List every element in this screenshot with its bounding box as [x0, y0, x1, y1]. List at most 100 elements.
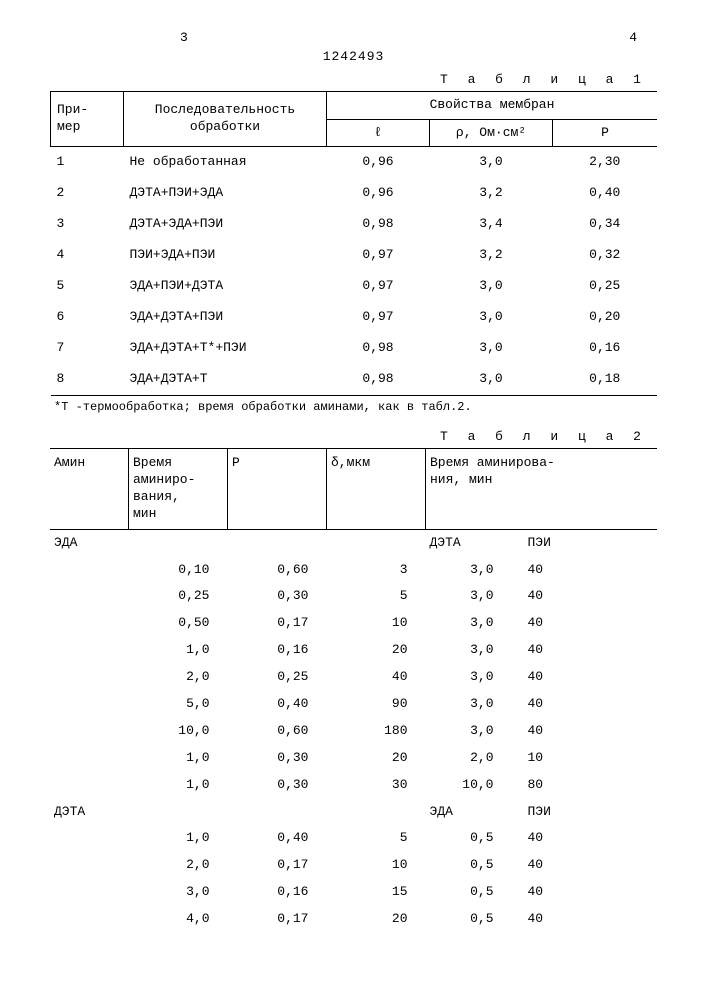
t2-p: 0,30	[228, 583, 327, 610]
t1-p: 2,30	[553, 147, 658, 178]
t2-t: 0,50	[129, 610, 228, 637]
t2-d: 180	[327, 718, 426, 745]
table1-footnote: *Т -термообработка; время обработки амин…	[54, 400, 657, 416]
t2-h-col2: Время аминиро- вания, мин	[129, 449, 228, 530]
t2-t: 3,0	[129, 879, 228, 906]
t2-amine: ДЭТА	[50, 799, 129, 826]
t2-b: 40	[524, 879, 658, 906]
t2-t: 1,0	[129, 825, 228, 852]
t2-t: 4,0	[129, 906, 228, 933]
table-row: 1,00,4050,540	[50, 825, 657, 852]
t2-p: 0,40	[228, 825, 327, 852]
t2-b: 40	[524, 637, 658, 664]
t1-l: 0,97	[327, 240, 430, 271]
t2-h-col4: δ,мкм	[327, 449, 426, 530]
table-row: 4,00,17200,540	[50, 906, 657, 933]
t1-rho: 3,0	[430, 364, 553, 395]
t2-p: 0,30	[228, 772, 327, 799]
t1-seq: ЭДА+ДЭТА+ПЭИ	[124, 302, 327, 333]
t2-a: 3,0	[426, 664, 524, 691]
t2-d: 40	[327, 664, 426, 691]
table-row: 0,100,6033,040	[50, 557, 657, 584]
t2-b: 40	[524, 664, 658, 691]
t1-rho: 3,4	[430, 209, 553, 240]
table-row: 8ЭДА+ДЭТА+Т0,983,00,18	[51, 364, 658, 395]
t1-seq: Не обработанная	[124, 147, 327, 178]
t2-d: 10	[327, 610, 426, 637]
table-row: 5ЭДА+ПЭИ+ДЭТА0,973,00,25	[51, 271, 658, 302]
table-row: 7ЭДА+ДЭТА+Т*+ПЭИ0,983,00,16	[51, 333, 658, 364]
t1-n: 6	[51, 302, 124, 333]
table-row: 0,500,17103,040	[50, 610, 657, 637]
t1-rho: 3,2	[430, 240, 553, 271]
t2-a: 0,5	[426, 852, 524, 879]
t2-p: 0,16	[228, 637, 327, 664]
t2-b: 40	[524, 610, 658, 637]
t1-rho: 3,0	[430, 147, 553, 178]
t1-l: 0,96	[327, 178, 430, 209]
t2-sub-a: ЭДА	[426, 799, 524, 826]
t1-seq: ЭДА+ДЭТА+Т	[124, 364, 327, 395]
t2-p: 0,30	[228, 745, 327, 772]
t2-p: 0,17	[228, 852, 327, 879]
t2-amine: ЭДА	[50, 529, 129, 556]
t2-t: 0,10	[129, 557, 228, 584]
t1-p: 0,18	[553, 364, 658, 395]
t1-seq: ПЭИ+ЭДА+ПЭИ	[124, 240, 327, 271]
table-row: 2,00,25403,040	[50, 664, 657, 691]
page-left: 3	[180, 30, 188, 47]
t2-d: 20	[327, 637, 426, 664]
t1-p: 0,20	[553, 302, 658, 333]
t2-a: 3,0	[426, 557, 524, 584]
table-row: 1,00,303010,080	[50, 772, 657, 799]
t1-l: 0,98	[327, 364, 430, 395]
t2-d: 20	[327, 906, 426, 933]
t1-n: 8	[51, 364, 124, 395]
t2-d: 3	[327, 557, 426, 584]
t1-l: 0,96	[327, 147, 430, 178]
t2-t: 2,0	[129, 852, 228, 879]
t1-p: 0,25	[553, 271, 658, 302]
table-row: ЭДАДЭТАПЭИ	[50, 529, 657, 556]
table-row: 2ДЭТА+ПЭИ+ЭДА0,963,20,40	[51, 178, 658, 209]
table-row: 3ДЭТА+ЭДА+ПЭИ0,983,40,34	[51, 209, 658, 240]
t1-h-group: Свойства мембран	[327, 91, 658, 119]
t2-t: 10,0	[129, 718, 228, 745]
t1-h-col2: Последовательность обработки	[124, 91, 327, 147]
t2-d: 30	[327, 772, 426, 799]
table2: Амин Время аминиро- вания, мин P δ,мкм В…	[50, 448, 657, 933]
table-row: 1Не обработанная0,963,02,30	[51, 147, 658, 178]
t2-p: 0,16	[228, 879, 327, 906]
t2-b: 40	[524, 691, 658, 718]
t2-h-col1: Амин	[50, 449, 129, 530]
t1-n: 1	[51, 147, 124, 178]
t2-a: 0,5	[426, 825, 524, 852]
t2-p: 0,17	[228, 610, 327, 637]
t1-seq: ЭДА+ДЭТА+Т*+ПЭИ	[124, 333, 327, 364]
t2-t: 1,0	[129, 745, 228, 772]
page-right: 4	[629, 30, 637, 47]
t1-rho: 3,2	[430, 178, 553, 209]
t2-p: 0,25	[228, 664, 327, 691]
table-row: 6ЭДА+ДЭТА+ПЭИ0,973,00,20	[51, 302, 658, 333]
table-row: 4ПЭИ+ЭДА+ПЭИ0,973,20,32	[51, 240, 658, 271]
t2-b: 80	[524, 772, 658, 799]
t2-a: 3,0	[426, 610, 524, 637]
table-row: ДЭТАЭДАПЭИ	[50, 799, 657, 826]
t2-t: 2,0	[129, 664, 228, 691]
t2-a: 3,0	[426, 718, 524, 745]
t1-h-col1: При- мер	[51, 91, 124, 147]
t1-l: 0,97	[327, 302, 430, 333]
t1-h-sub3: P	[553, 119, 658, 147]
t1-l: 0,98	[327, 333, 430, 364]
t2-b: 40	[524, 557, 658, 584]
doc-id: 1242493	[50, 49, 657, 66]
t2-b: 40	[524, 906, 658, 933]
t1-rho: 3,0	[430, 271, 553, 302]
t1-h-sub2: ρ, Ом·см²	[430, 119, 553, 147]
t2-a: 2,0	[426, 745, 524, 772]
table-row: 1,00,30202,010	[50, 745, 657, 772]
t2-p: 0,17	[228, 906, 327, 933]
table2-label: Т а б л и ц а 2	[50, 429, 647, 446]
t1-p: 0,40	[553, 178, 658, 209]
